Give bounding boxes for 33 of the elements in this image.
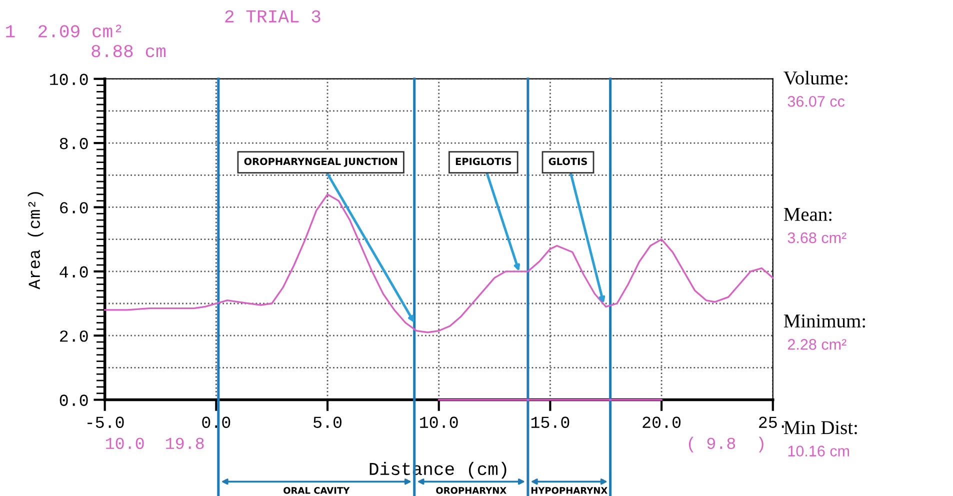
x-tick-label: 5.0 bbox=[314, 416, 342, 428]
text: ORAL CAVITY bbox=[284, 487, 350, 494]
text: 8.88 cm bbox=[92, 44, 166, 58]
annotation: EPIGLOTIS bbox=[456, 158, 512, 166]
annotation: OROPHARYNGEAL JUNCTION bbox=[244, 158, 397, 167]
y-tick-label: 2.0 bbox=[60, 330, 88, 342]
text: 10.0 19.8 bbox=[106, 438, 204, 450]
y-tick-label: 4.0 bbox=[60, 266, 88, 278]
text: OROPHARYNX bbox=[436, 487, 506, 494]
text: 36.07 cc bbox=[788, 96, 845, 107]
text: HYPOPHARYNX bbox=[531, 487, 608, 494]
y-tick-label: 0.0 bbox=[60, 394, 88, 406]
text: 2 TRIAL 3 bbox=[225, 10, 320, 22]
x-tick-label: -5.0 bbox=[88, 416, 124, 428]
text: 10.16 cm bbox=[788, 446, 850, 456]
text: Minimum: bbox=[784, 314, 865, 328]
x-tick-label: 25. bbox=[759, 416, 784, 428]
text: Mean: bbox=[784, 208, 832, 221]
text: 1 2.09 cm² bbox=[6, 24, 122, 38]
y-tick-label: 6.0 bbox=[60, 202, 88, 214]
y-axis-title: Area (cm²) bbox=[28, 192, 44, 290]
text: ( 9.8 ) bbox=[688, 436, 764, 452]
x-tick-label: 20.0 bbox=[642, 416, 681, 428]
line-series bbox=[104, 194, 774, 334]
text: Min Dist: bbox=[784, 421, 857, 434]
text: 3.68 cm² bbox=[788, 232, 846, 244]
y-tick-label: 10.0 bbox=[50, 74, 88, 86]
text: 2.28 cm² bbox=[788, 339, 846, 350]
y-tick-label: 8.0 bbox=[60, 138, 88, 150]
annotation: GLOTIS bbox=[548, 158, 587, 166]
x-tick-label: 10.0 bbox=[420, 416, 458, 428]
text: Volume: bbox=[784, 70, 848, 85]
x-tick-label: 15.0 bbox=[531, 416, 570, 428]
